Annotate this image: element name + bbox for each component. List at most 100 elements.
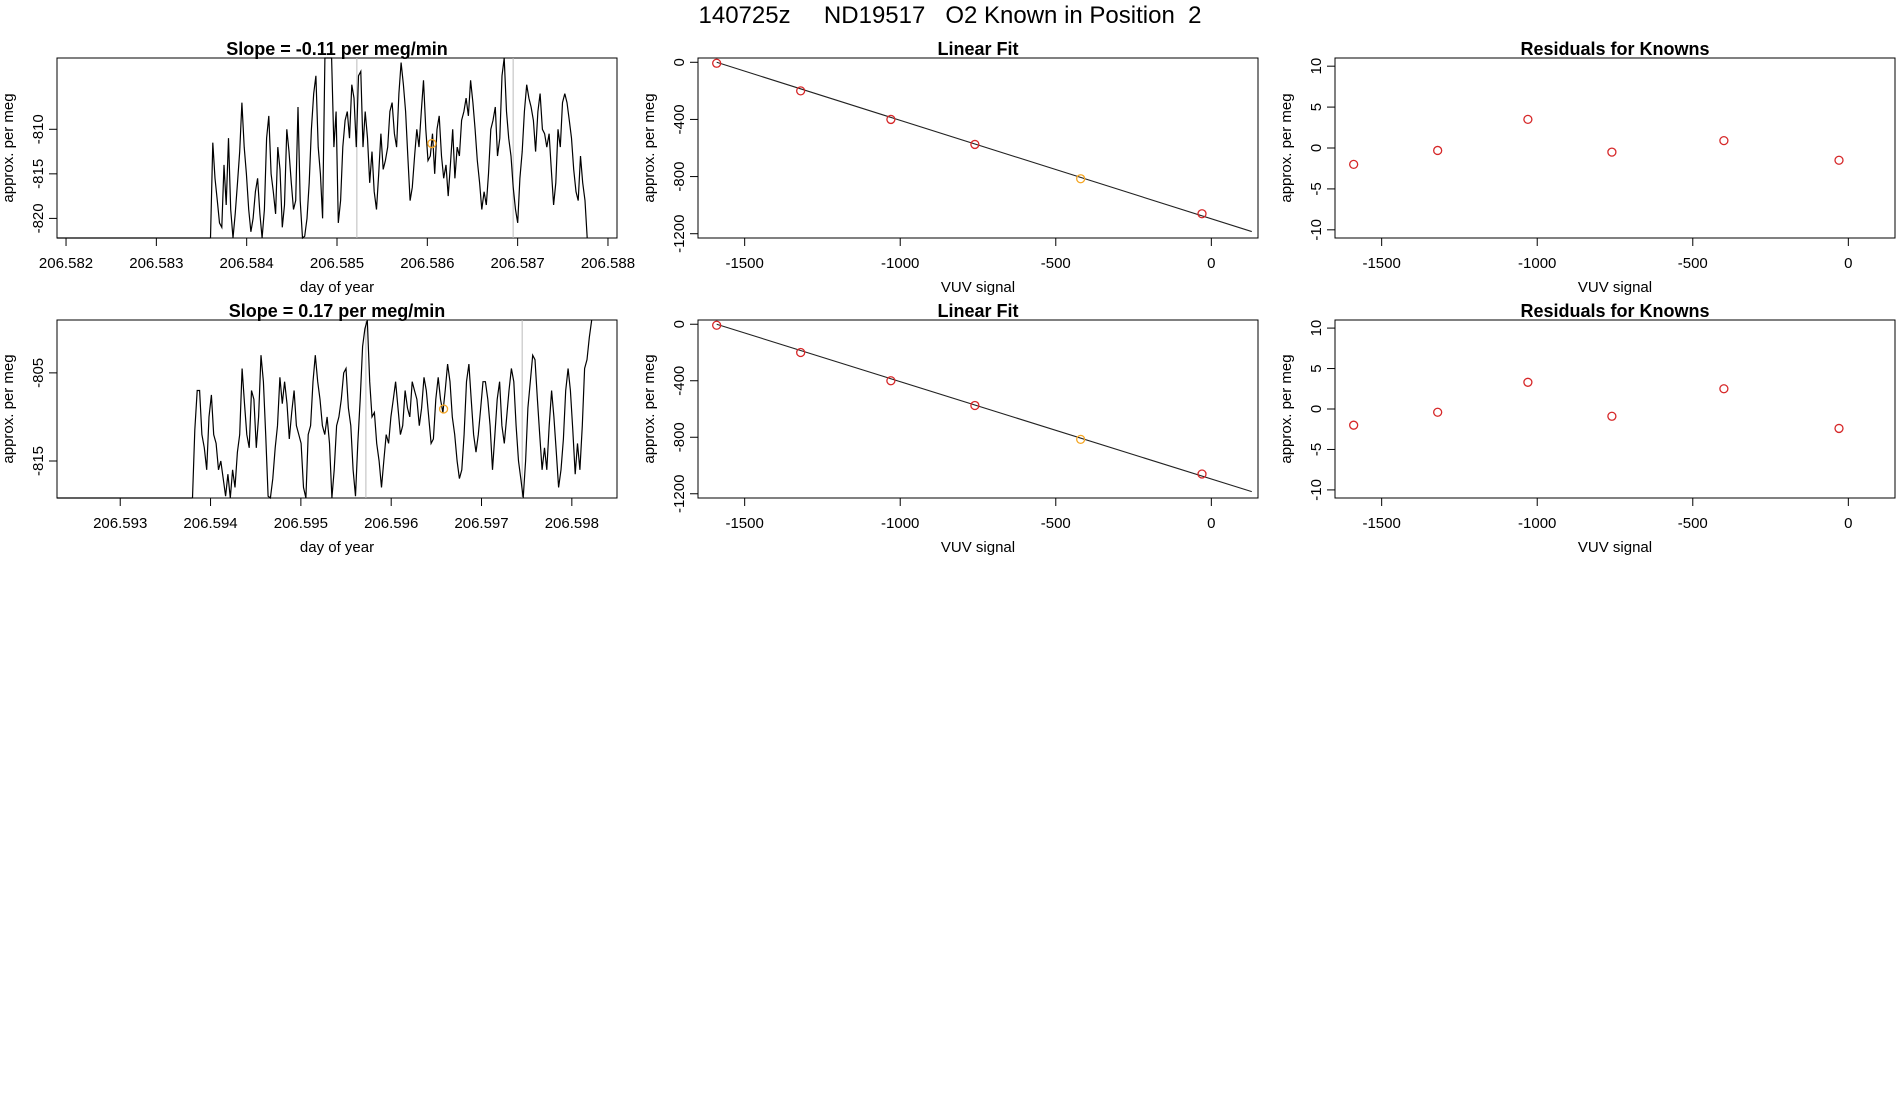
chart-2-y-tick-label: -1200 [671, 215, 688, 253]
chart-5-data-point [1197, 469, 1207, 479]
chart-2-y-tick-label: -800 [671, 162, 688, 192]
chart-1-title: Slope = -0.11 per meg/min [226, 39, 448, 59]
chart-1-y-tick-label: -815 [30, 159, 47, 189]
chart-5-data-point [1076, 434, 1086, 445]
chart-6-data-point [1433, 407, 1443, 417]
chart-3-x-tick-label: -1000 [1518, 255, 1556, 272]
chart-3-data-point [1607, 147, 1617, 157]
chart-4-x-tick-label: 206.597 [454, 515, 508, 532]
chart-1-x-tick-label: 206.588 [581, 255, 635, 272]
chart-2-x-tick-label: -500 [1041, 255, 1071, 272]
chart-6-plot-frame [1334, 319, 1896, 499]
chart-5-data-point [886, 376, 896, 386]
chart-3-data-point [1349, 159, 1359, 170]
chart-5-plot-frame [697, 319, 1259, 499]
chart-6-ylabel: approx. per meg [1278, 354, 1295, 463]
chart-3-data-point [1719, 135, 1729, 146]
chart-1-x-tick-label: 206.585 [310, 255, 364, 272]
chart-2-data-point [712, 58, 722, 68]
chart-5-data-point [970, 400, 980, 411]
chart-5-x-tick-label: -500 [1041, 515, 1071, 532]
chart-2-x-tick-label: -1000 [881, 255, 919, 272]
chart-4-x-tick-label: 206.594 [183, 515, 237, 532]
chart-5-y-tick-label: -1200 [671, 475, 688, 513]
chart-6-data-point [1523, 377, 1533, 387]
chart-2-data-point [1197, 209, 1207, 219]
chart-1-y-tick-label: -810 [30, 114, 47, 144]
chart-6-title: Residuals for Knowns [1520, 301, 1709, 321]
chart-1-x-tick-label: 206.582 [39, 255, 93, 272]
chart-3-y-tick-label: -10 [1308, 219, 1325, 241]
chart-5-y-tick-label: -800 [671, 422, 688, 452]
chart-3-y-tick-label: 0 [1308, 144, 1325, 152]
chart-3-x-tick-label: 0 [1844, 255, 1852, 272]
chart-4-xlabel: day of year [300, 539, 374, 556]
chart-2-data-point [796, 86, 806, 96]
chart-2-xlabel: VUV signal [941, 279, 1015, 296]
chart-2-title: Linear Fit [937, 39, 1018, 59]
chart-3-xlabel: VUV signal [1578, 279, 1652, 296]
chart-5-data-point [796, 347, 806, 358]
chart-5-xlabel: VUV signal [941, 539, 1015, 556]
chart-6-x-tick-label: -500 [1678, 515, 1708, 532]
chart-2-data-point [1076, 174, 1086, 184]
chart-1-y-tick-label: -820 [30, 203, 47, 233]
chart-1-x-tick-label: 206.587 [491, 255, 545, 272]
chart-1-x-tick-label: 206.584 [220, 255, 274, 272]
chart-4-ylabel: approx. per meg [0, 354, 17, 463]
chart-5-x-tick-label: 0 [1207, 515, 1215, 532]
chart-2-y-tick-label: -400 [671, 104, 688, 134]
chart-5-ylabel: approx. per meg [641, 354, 658, 463]
chart-5-x-tick-label: -1000 [881, 515, 919, 532]
chart-1-x-tick-label: 206.583 [129, 255, 183, 272]
chart-5-x-tick-label: -1500 [725, 515, 763, 532]
chart-6-x-tick-label: -1000 [1518, 515, 1556, 532]
chart-3-plot-frame [1334, 57, 1896, 239]
chart-1-ylabel: approx. per meg [0, 93, 17, 202]
chart-6-data-point [1834, 423, 1844, 434]
chart-2-data-point [886, 114, 896, 125]
chart-3-x-tick-label: -1500 [1362, 255, 1400, 272]
chart-6-data-point [1607, 411, 1617, 421]
chart-2-y-tick-label: 0 [671, 58, 688, 66]
chart-6-y-tick-label: 0 [1308, 405, 1325, 413]
chart-6-data-point [1719, 384, 1729, 394]
chart-4-y-tick-label: -815 [30, 446, 47, 476]
chart-4-plot-frame [56, 319, 618, 499]
chart-4-x-tick-label: 206.595 [274, 515, 328, 532]
chart-4-x-tick-label: 206.596 [364, 515, 418, 532]
chart-4-mean-marker [438, 404, 449, 414]
chart-1-x-tick-label: 206.586 [400, 255, 454, 272]
chart-6-y-tick-label: -5 [1308, 443, 1325, 456]
chart-1-mean-marker [427, 138, 437, 149]
chart-6-y-tick-label: -10 [1308, 479, 1325, 501]
chart-3-ylabel: approx. per meg [1278, 93, 1295, 202]
chart-5-y-tick-label: -400 [671, 366, 688, 396]
chart-1-series-line [209, 57, 588, 240]
chart-3-y-tick-label: -5 [1308, 182, 1325, 195]
chart-6-x-tick-label: -1500 [1362, 515, 1400, 532]
chart-2-ylabel: approx. per meg [641, 93, 658, 202]
chart-3-y-tick-label: 10 [1308, 58, 1325, 75]
chart-4-x-tick-label: 206.598 [545, 515, 599, 532]
chart-6-data-point [1349, 420, 1359, 430]
chart-4-title: Slope = 0.17 per meg/min [229, 301, 446, 321]
chart-3-title: Residuals for Knowns [1520, 39, 1709, 59]
chart-3-x-tick-label: -500 [1678, 255, 1708, 272]
chart-2-fit-line [716, 61, 1252, 233]
chart-3-data-point [1834, 155, 1844, 165]
chart-2-data-point [970, 139, 980, 150]
chart-6-y-tick-label: 5 [1308, 364, 1325, 372]
chart-3-data-point [1433, 145, 1443, 156]
chart-5-fit-line [716, 323, 1252, 493]
page-title: 140725z ND19517 O2 Known in Position 2 [698, 2, 1202, 29]
chart-4-series-line [191, 319, 593, 500]
chart-1-xlabel: day of year [300, 279, 374, 296]
chart-5-data-point [712, 320, 722, 330]
chart-3-y-tick-label: 5 [1308, 103, 1325, 111]
chart-2-plot-frame [697, 57, 1259, 239]
chart-5-title: Linear Fit [937, 301, 1018, 321]
chart-2-x-tick-label: 0 [1207, 255, 1215, 272]
chart-6-x-tick-label: 0 [1844, 515, 1852, 532]
